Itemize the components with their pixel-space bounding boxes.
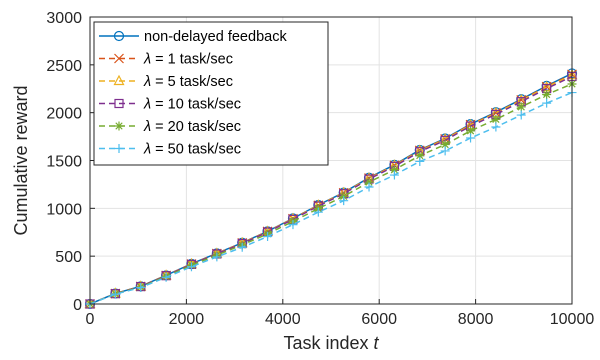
y-tick-label: 1000 bbox=[46, 201, 82, 218]
legend-entry: non-delayed feedback bbox=[99, 29, 287, 45]
legend-entry: λ = 50 task/sec bbox=[99, 142, 241, 158]
legend-label-text: = 5 task/sec bbox=[151, 74, 233, 90]
data-point-marker bbox=[364, 182, 374, 192]
legend-label-symbol: λ bbox=[143, 97, 151, 113]
legend-label: λ = 50 task/sec bbox=[143, 142, 241, 158]
x-axis-label-text: Task index bbox=[283, 333, 368, 353]
legend-label: λ = 10 task/sec bbox=[143, 97, 241, 113]
data-point-marker bbox=[491, 122, 501, 132]
legend-marker bbox=[114, 98, 124, 109]
y-tick-label: 2000 bbox=[46, 106, 82, 123]
y-tick-label: 0 bbox=[73, 297, 82, 314]
data-point-marker bbox=[389, 165, 399, 175]
axis-ticks: 0 2000 4000 6000 8000 10000 0 500 1000 1500 2000 25… bbox=[46, 10, 594, 328]
data-point-marker bbox=[110, 289, 120, 299]
series-line bbox=[89, 91, 573, 305]
x-tick-label: 0 bbox=[86, 311, 95, 328]
data-point-marker bbox=[389, 170, 399, 180]
legend-label-text: non-delayed feedback bbox=[144, 29, 287, 45]
y-tick-label: 3000 bbox=[46, 10, 82, 27]
data-point-marker bbox=[440, 146, 450, 156]
legend-entry: λ = 20 task/sec bbox=[99, 119, 241, 135]
legend-marker bbox=[114, 144, 124, 153]
legend-entry: λ = 10 task/sec bbox=[99, 97, 241, 113]
x-axis-label: Task index t bbox=[283, 333, 379, 353]
data-point-marker bbox=[186, 262, 196, 272]
data-point-marker bbox=[212, 252, 222, 262]
x-tick-label: 10000 bbox=[550, 311, 595, 328]
data-point-marker bbox=[415, 156, 425, 166]
legend-entry: λ = 1 task/sec bbox=[99, 52, 233, 68]
data-point-marker bbox=[415, 151, 425, 161]
legend-label-symbol: λ bbox=[143, 119, 151, 135]
data-point-marker bbox=[466, 126, 476, 136]
data-point-marker bbox=[466, 133, 476, 143]
legend-marker bbox=[114, 53, 124, 64]
data-point-marker bbox=[237, 242, 247, 252]
y-axis-label: Cumulative reward bbox=[11, 85, 31, 235]
legend-marker bbox=[113, 30, 125, 42]
data-point-marker bbox=[516, 102, 526, 112]
x-tick-label: 8000 bbox=[458, 311, 494, 328]
legend-marker bbox=[113, 74, 125, 86]
legend-label-text: = 1 task/sec bbox=[151, 52, 233, 68]
data-point-marker bbox=[364, 177, 374, 187]
legend-label: λ = 1 task/sec bbox=[143, 52, 233, 68]
data-point-marker bbox=[288, 220, 298, 230]
x-tick-label: 4000 bbox=[265, 311, 301, 328]
data-point-marker bbox=[542, 89, 552, 99]
series-line bbox=[89, 83, 573, 305]
legend-label: λ = 20 task/sec bbox=[143, 119, 241, 135]
x-tick-label: 2000 bbox=[169, 311, 205, 328]
legend-label: λ = 5 task/sec bbox=[143, 74, 233, 90]
x-tick-label: 6000 bbox=[361, 311, 397, 328]
data-point-marker bbox=[313, 207, 323, 217]
legend-box bbox=[93, 21, 329, 166]
legend-label-text: = 50 task/sec bbox=[151, 142, 241, 158]
legend-label: non-delayed feedback bbox=[144, 29, 287, 45]
data-point-marker bbox=[440, 140, 450, 150]
legend-label-text: = 10 task/sec bbox=[151, 97, 241, 113]
y-tick-label: 500 bbox=[55, 249, 82, 266]
y-tick-label: 2500 bbox=[46, 58, 82, 75]
legend-label-symbol: λ bbox=[143, 52, 151, 68]
data-point-marker bbox=[263, 232, 273, 242]
data-point-marker bbox=[542, 98, 552, 108]
legend-label-symbol: λ bbox=[143, 74, 151, 90]
x-axis-label-variable: t bbox=[374, 333, 380, 353]
data-point-marker bbox=[491, 114, 501, 124]
data-point-marker bbox=[339, 196, 349, 206]
legend-entry: λ = 5 task/sec bbox=[99, 74, 233, 90]
data-point-marker bbox=[161, 272, 171, 282]
y-tick-label: 1500 bbox=[46, 154, 82, 171]
data-point-marker bbox=[136, 283, 146, 293]
legend-marker bbox=[114, 121, 124, 131]
legend-label-text: = 20 task/sec bbox=[151, 119, 241, 135]
legend-label-symbol: λ bbox=[143, 142, 151, 158]
data-point-marker bbox=[516, 110, 526, 120]
plot-series bbox=[84, 68, 578, 310]
